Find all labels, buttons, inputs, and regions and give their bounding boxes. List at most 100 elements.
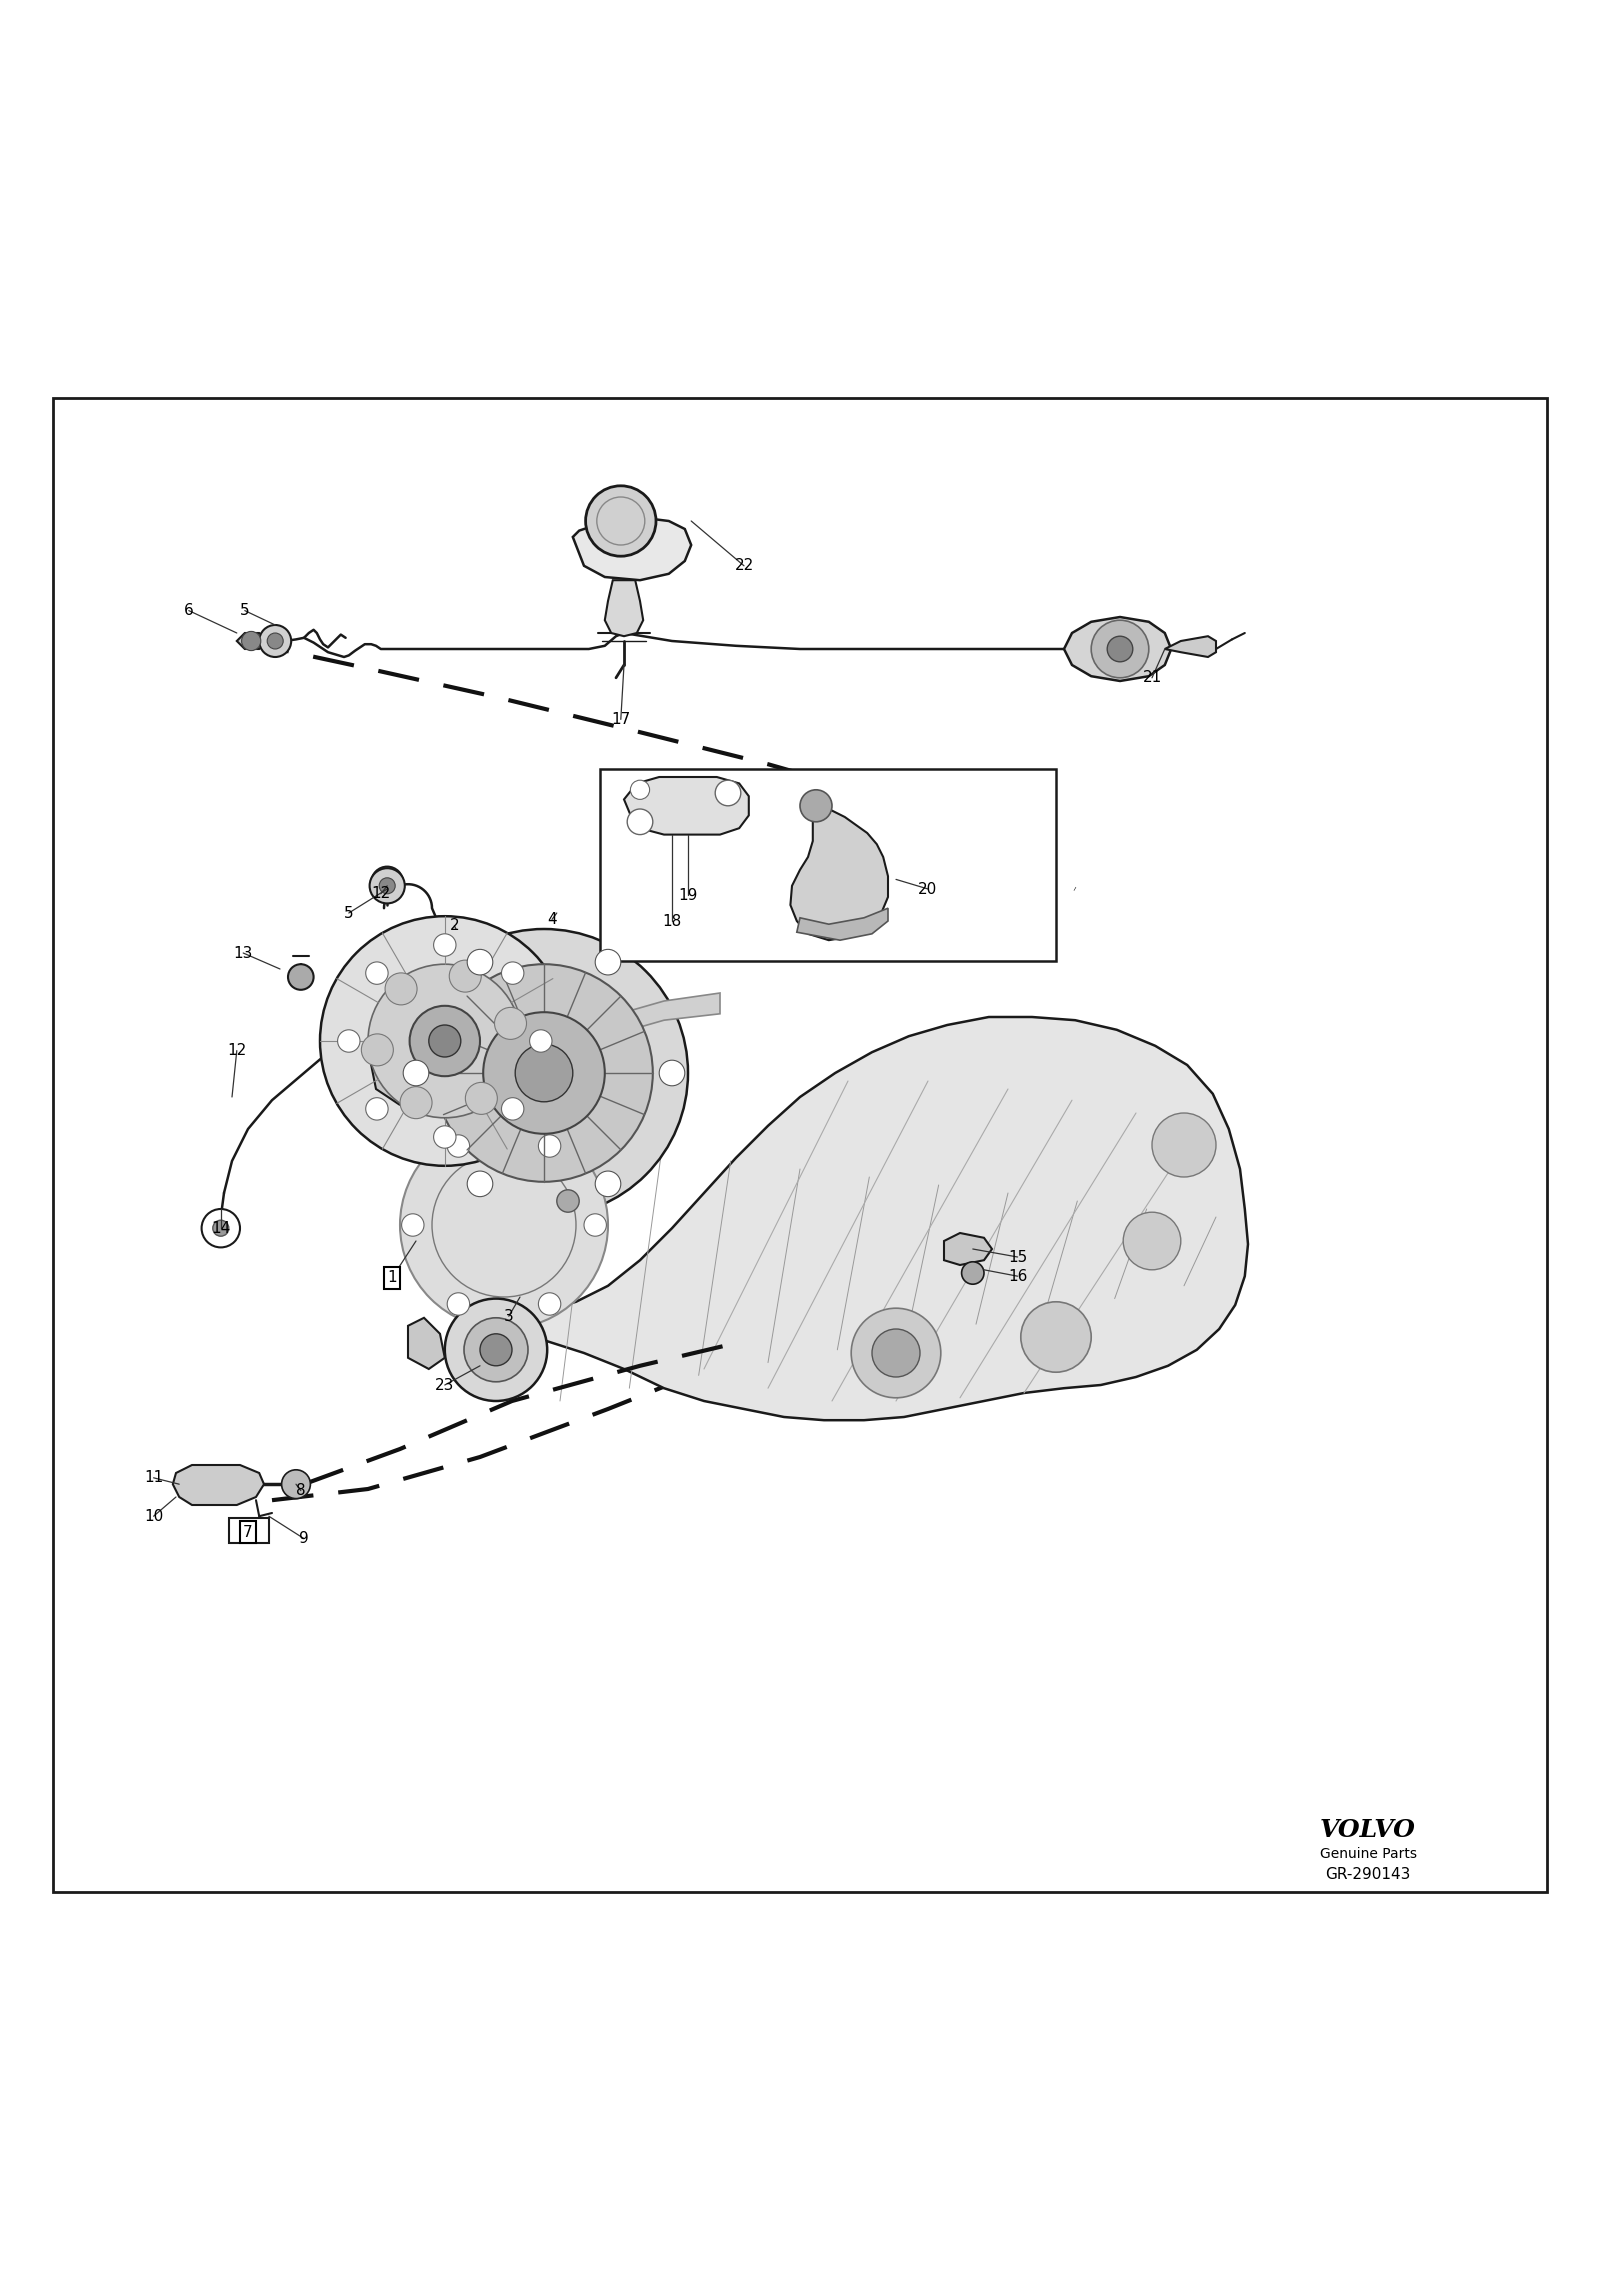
Circle shape (288, 964, 314, 989)
Circle shape (410, 1005, 480, 1076)
Circle shape (467, 950, 493, 976)
Text: 17: 17 (611, 712, 630, 726)
Circle shape (450, 960, 482, 992)
Circle shape (366, 962, 389, 985)
Circle shape (872, 1328, 920, 1376)
Circle shape (445, 1298, 547, 1401)
Text: 3: 3 (504, 1308, 514, 1324)
Circle shape (259, 625, 291, 657)
Circle shape (434, 1127, 456, 1147)
Circle shape (338, 1030, 360, 1051)
Circle shape (800, 790, 832, 822)
Text: 1: 1 (387, 1271, 397, 1285)
Text: 5: 5 (344, 905, 354, 921)
Circle shape (320, 916, 570, 1166)
Text: 10: 10 (144, 1509, 163, 1523)
Circle shape (402, 1214, 424, 1237)
Circle shape (282, 1470, 310, 1498)
Circle shape (370, 868, 405, 902)
Circle shape (464, 1317, 528, 1381)
Text: 21: 21 (1142, 671, 1162, 685)
Polygon shape (408, 1317, 445, 1369)
Polygon shape (371, 1037, 400, 1106)
Circle shape (595, 950, 621, 976)
Circle shape (501, 1097, 523, 1120)
Circle shape (386, 973, 418, 1005)
Polygon shape (1165, 637, 1216, 657)
Circle shape (538, 1136, 562, 1156)
Text: 14: 14 (211, 1221, 230, 1237)
Circle shape (400, 1122, 608, 1328)
Polygon shape (237, 632, 269, 648)
Circle shape (630, 781, 650, 799)
Text: 18: 18 (662, 914, 682, 927)
Circle shape (659, 1060, 685, 1085)
Bar (600, 769, 1056, 962)
Circle shape (368, 964, 522, 1118)
Polygon shape (464, 1017, 1248, 1420)
Circle shape (586, 485, 656, 556)
Text: 9: 9 (299, 1532, 309, 1546)
Polygon shape (797, 909, 888, 941)
Text: 12: 12 (371, 886, 390, 902)
Polygon shape (605, 579, 643, 637)
Text: GR-290143: GR-290143 (1325, 1866, 1411, 1882)
Circle shape (501, 962, 523, 985)
Circle shape (403, 1060, 429, 1085)
Circle shape (515, 1044, 573, 1101)
Text: 20: 20 (918, 882, 938, 895)
Text: 23: 23 (435, 1379, 454, 1392)
Polygon shape (173, 1466, 264, 1505)
Circle shape (962, 1262, 984, 1285)
Circle shape (267, 632, 283, 648)
Text: 19: 19 (678, 889, 698, 902)
Circle shape (379, 877, 395, 893)
Circle shape (400, 930, 688, 1216)
Text: 15: 15 (1008, 1250, 1027, 1264)
Circle shape (202, 1209, 240, 1248)
Circle shape (448, 1136, 470, 1156)
Circle shape (715, 781, 741, 806)
Text: 12: 12 (227, 1044, 246, 1058)
Circle shape (627, 808, 653, 834)
Text: 11: 11 (144, 1470, 163, 1486)
Text: 6: 6 (184, 602, 194, 618)
Text: 7: 7 (243, 1525, 253, 1539)
Circle shape (371, 866, 403, 898)
Circle shape (467, 1170, 493, 1198)
Circle shape (429, 1026, 461, 1058)
Bar (229, 1518, 269, 1543)
Text: 4: 4 (547, 911, 557, 927)
Text: 8: 8 (296, 1484, 306, 1498)
Text: 5: 5 (240, 602, 250, 618)
Polygon shape (790, 802, 888, 941)
Circle shape (557, 1191, 579, 1211)
Circle shape (1152, 1113, 1216, 1177)
Circle shape (584, 1214, 606, 1237)
Circle shape (213, 1221, 229, 1237)
Polygon shape (1064, 616, 1171, 680)
Circle shape (362, 1033, 394, 1065)
Circle shape (1021, 1301, 1091, 1372)
Circle shape (400, 1088, 432, 1118)
Polygon shape (624, 776, 749, 834)
Circle shape (466, 1083, 498, 1115)
Text: 2: 2 (450, 918, 459, 934)
Circle shape (851, 1308, 941, 1397)
Circle shape (483, 1012, 605, 1134)
Circle shape (366, 1097, 389, 1120)
Circle shape (595, 1170, 621, 1198)
Text: 13: 13 (234, 946, 253, 960)
Circle shape (494, 1008, 526, 1040)
Circle shape (480, 1333, 512, 1365)
Circle shape (448, 1294, 470, 1314)
Polygon shape (573, 518, 691, 579)
Circle shape (435, 964, 653, 1182)
Text: 16: 16 (1008, 1269, 1027, 1285)
Circle shape (538, 1294, 560, 1314)
Text: 22: 22 (734, 559, 754, 572)
Circle shape (434, 934, 456, 957)
Circle shape (1091, 621, 1149, 678)
Circle shape (530, 1030, 552, 1051)
Text: Genuine Parts: Genuine Parts (1320, 1846, 1416, 1862)
